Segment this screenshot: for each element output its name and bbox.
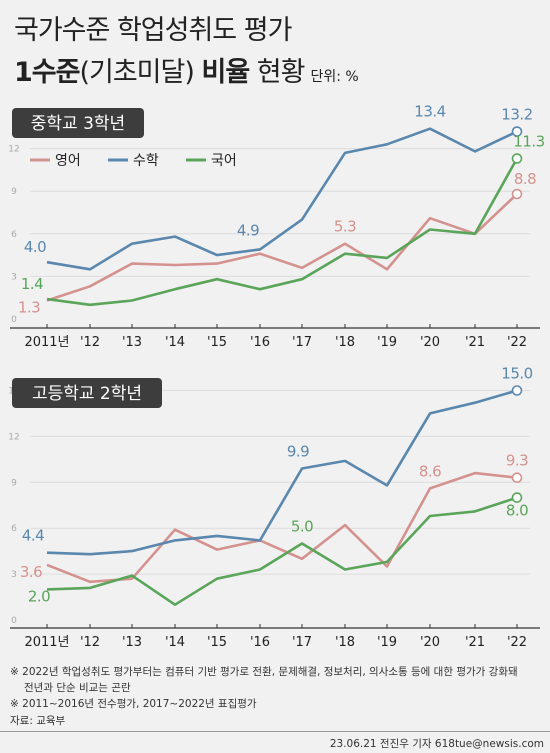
data-label: 3.6 [20,563,42,581]
series-endpoint [511,126,523,137]
data-label: 4.9 [237,221,259,239]
series-line-국어 [46,496,518,607]
x-tick-label: '21 [465,335,485,350]
data-label: 9.3 [506,452,528,470]
y-tick-label: 9 [11,187,17,197]
title-rest: 현황 [256,57,306,88]
legend-label: 수학 [133,153,159,169]
footnote-1: ※ 2022년 학업성취도 평가부터는 컴퓨터 기반 평가로 전환, 문제해결,… [10,666,518,678]
series-line-영어 [46,471,518,584]
x-tick-label: '13 [122,335,142,350]
section-badge [12,378,162,408]
x-tick-label: '22 [507,635,527,650]
data-label: 1.3 [18,299,40,317]
footnote-2: ※ 2011~2016년 전수평가, 2017~2022년 표집평가 [10,698,257,710]
data-label: 8.6 [419,462,441,480]
title-bold-2: 비율 [201,57,251,88]
series-endpoint [511,385,523,396]
legend-label: 영어 [55,153,81,169]
series-endpoint [511,492,523,503]
x-tick-label: '12 [80,635,100,650]
x-tick-label: '12 [80,335,100,350]
section-badge [12,108,144,138]
y-tick-label: 3 [11,272,17,282]
credit-line: 23.06.21 전진우 기자 618tue@newsis.com [329,738,544,750]
x-tick-label: '17 [292,635,312,650]
x-tick-label: '16 [250,635,270,650]
series-line-국어 [46,157,519,307]
data-label: 8.8 [514,170,536,188]
data-label: 4.0 [24,238,46,256]
data-label: 8.0 [506,502,528,520]
data-label: 13.4 [414,103,445,121]
data-label: 9.9 [287,443,309,461]
series-line-영어 [46,193,518,302]
source-label: 자료: 교육부 [10,715,66,727]
series-line-수학 [46,127,518,271]
y-tick-label: 3 [11,570,17,580]
data-label: 15.0 [501,365,532,383]
x-tick-label: '14 [165,635,185,650]
footer-divider [0,731,550,732]
x-tick-label: '19 [377,635,397,650]
x-tick-label: '15 [207,635,227,650]
data-label: 5.3 [334,218,356,236]
x-tick-label: '14 [165,335,185,350]
x-tick-label: 2011년 [24,635,69,650]
y-tick-label: 0 [11,616,17,626]
x-tick-label: '20 [420,635,440,650]
footnote-1b: 전년과 단순 비교는 곤란 [24,682,131,694]
y-tick-label: 12 [8,432,19,442]
x-tick-label: '21 [465,635,485,650]
unit-label: 단위: % [310,69,359,85]
data-label: 11.3 [513,133,544,151]
data-label: 5.0 [291,518,313,536]
series-endpoint [511,188,523,200]
x-tick-label: '20 [420,335,440,350]
x-tick-label: '19 [377,335,397,350]
y-tick-label: 12 [8,145,19,155]
section-badge-label: 고등학교 2학년 [32,384,142,404]
y-tick-label: 9 [11,478,17,488]
y-tick-label: 6 [11,524,17,534]
y-tick-label: 6 [11,230,17,240]
x-tick-label: '13 [122,635,142,650]
series-line-수학 [46,389,518,556]
series-endpoint [511,153,523,164]
data-label: 1.4 [21,275,43,293]
title-paren: (기초미달) [79,57,194,88]
data-label: 4.4 [22,527,44,545]
section-badge-label: 중학교 3학년 [31,114,125,134]
x-tick-label: '17 [292,335,312,350]
x-tick-label: '18 [335,335,355,350]
legend-label: 국어 [211,153,237,169]
x-tick-label: '22 [507,335,527,350]
x-tick-label: '18 [335,635,355,650]
data-label: 13.2 [501,106,532,124]
data-label: 2.0 [28,587,50,605]
x-tick-label: '15 [207,335,227,350]
series-endpoint [511,472,523,484]
y-tick-label: 0 [11,315,17,325]
chart-title-line2: 1수준(기초미달) 비율 현황 단위: % [14,50,359,89]
title-bold-1: 1수준 [14,57,80,88]
x-tick-label: 2011년 [24,335,69,350]
x-tick-label: '16 [250,335,270,350]
chart-title-line1: 국가수준 학업성취도 평가 [14,15,292,46]
